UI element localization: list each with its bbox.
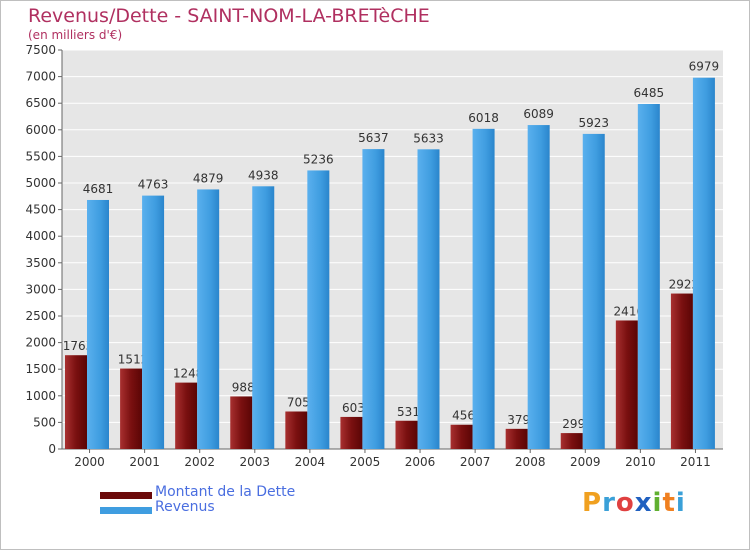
bar-revenus <box>197 189 220 449</box>
y-tick-label: 7500 <box>25 43 56 57</box>
x-tick-label: 2004 <box>295 455 326 469</box>
data-label-revenus: 4681 <box>83 182 114 196</box>
bar-dette <box>670 293 693 449</box>
data-label-dette: 456 <box>452 409 475 423</box>
x-tick-label: 2007 <box>460 455 491 469</box>
x-tick-label: 2001 <box>129 455 160 469</box>
data-label-revenus: 4763 <box>138 178 169 192</box>
data-label-dette: 379 <box>507 413 530 427</box>
legend-swatch-revenus <box>100 507 152 514</box>
x-tick-label: 2008 <box>515 455 546 469</box>
bar-dette <box>120 368 143 449</box>
data-label-revenus: 5637 <box>358 131 389 145</box>
bar-dette <box>615 320 638 449</box>
y-tick-label: 3000 <box>25 282 56 296</box>
bar-dette <box>230 396 253 449</box>
bar-dette <box>395 420 418 449</box>
bar-dette <box>450 424 473 449</box>
plot-area <box>62 50 723 449</box>
x-tick-label: 2006 <box>405 455 436 469</box>
bar-revenus <box>637 103 660 450</box>
x-tick-label: 2009 <box>570 455 601 469</box>
y-tick-label: 6500 <box>25 96 56 110</box>
data-label-revenus: 5923 <box>578 116 609 130</box>
x-tick-label: 2005 <box>350 455 381 469</box>
y-tick-label: 1000 <box>25 389 56 403</box>
y-tick-label: 3500 <box>25 256 56 270</box>
logo-letter: i <box>675 488 686 518</box>
y-tick-label: 6000 <box>25 123 56 137</box>
data-label-dette: 1512 <box>118 353 149 367</box>
bar-dette <box>285 411 308 449</box>
data-label-dette: 531 <box>397 405 420 419</box>
data-label-revenus: 6018 <box>468 111 499 125</box>
y-tick-label: 2000 <box>25 336 56 350</box>
data-label-revenus: 4938 <box>248 168 279 182</box>
x-tick-label: 2003 <box>240 455 271 469</box>
data-label-revenus: 6485 <box>634 86 665 100</box>
bar-revenus <box>252 186 275 449</box>
logo-letter: x <box>634 488 653 518</box>
logo-letter: o <box>615 488 635 518</box>
logo-letter: t <box>662 488 676 518</box>
bar-dette <box>175 382 198 449</box>
data-label-dette: 603 <box>342 401 365 415</box>
y-tick-label: 0 <box>48 442 56 456</box>
bar-revenus <box>472 128 495 449</box>
x-tick-label: 2002 <box>184 455 215 469</box>
logo-letter: i <box>652 488 663 518</box>
bar-dette <box>505 428 528 449</box>
chart-subtitle: (en milliers d'€) <box>28 28 123 42</box>
x-tick-label: 2010 <box>625 455 656 469</box>
data-label-revenus: 5633 <box>413 131 444 145</box>
bar-revenus <box>142 195 165 449</box>
data-label-revenus: 6089 <box>523 107 554 121</box>
y-tick-label: 1500 <box>25 362 56 376</box>
logo-letter: P <box>582 488 603 518</box>
bar-revenus <box>692 77 715 450</box>
bar-revenus <box>527 125 550 450</box>
data-label-dette: 1248 <box>173 367 204 381</box>
chart-title: Revenus/Dette - SAINT-NOM-LA-BRETèCHE <box>28 5 430 27</box>
bar-revenus <box>582 133 605 449</box>
data-label-dette: 1763 <box>63 339 94 353</box>
bar-dette <box>65 355 87 449</box>
proxiti-logo: Proxiti <box>582 488 686 518</box>
data-label-dette: 988 <box>232 380 255 394</box>
y-tick-label: 7000 <box>25 70 56 84</box>
bar-dette <box>560 433 583 449</box>
bar-revenus <box>87 199 109 449</box>
data-label-dette: 2416 <box>614 304 645 318</box>
y-tick-label: 5500 <box>25 149 56 163</box>
data-label-revenus: 5236 <box>303 152 334 166</box>
data-label-dette: 705 <box>287 395 310 409</box>
legend-swatch-dette <box>100 492 152 499</box>
data-label-revenus: 4879 <box>193 171 224 185</box>
y-tick-label: 4000 <box>25 229 56 243</box>
logo-letter: r <box>602 488 616 518</box>
data-label-dette: 2922 <box>669 278 700 292</box>
legend-label-dette: Montant de la Dette <box>155 484 296 500</box>
bar-revenus <box>417 149 440 449</box>
x-tick-label: 2000 <box>74 455 105 469</box>
y-tick-label: 5000 <box>25 176 56 190</box>
bar-revenus <box>307 170 330 449</box>
x-tick-label: 2011 <box>680 455 711 469</box>
bar-revenus <box>362 149 385 449</box>
legend-label-revenus: Revenus <box>155 499 215 515</box>
y-tick-label: 4500 <box>25 203 56 217</box>
y-tick-label: 500 <box>33 415 56 429</box>
data-label-dette: 299 <box>562 417 585 431</box>
y-tick-label: 2500 <box>25 309 56 323</box>
bar-dette <box>340 416 363 449</box>
data-label-revenus: 6979 <box>689 60 720 74</box>
